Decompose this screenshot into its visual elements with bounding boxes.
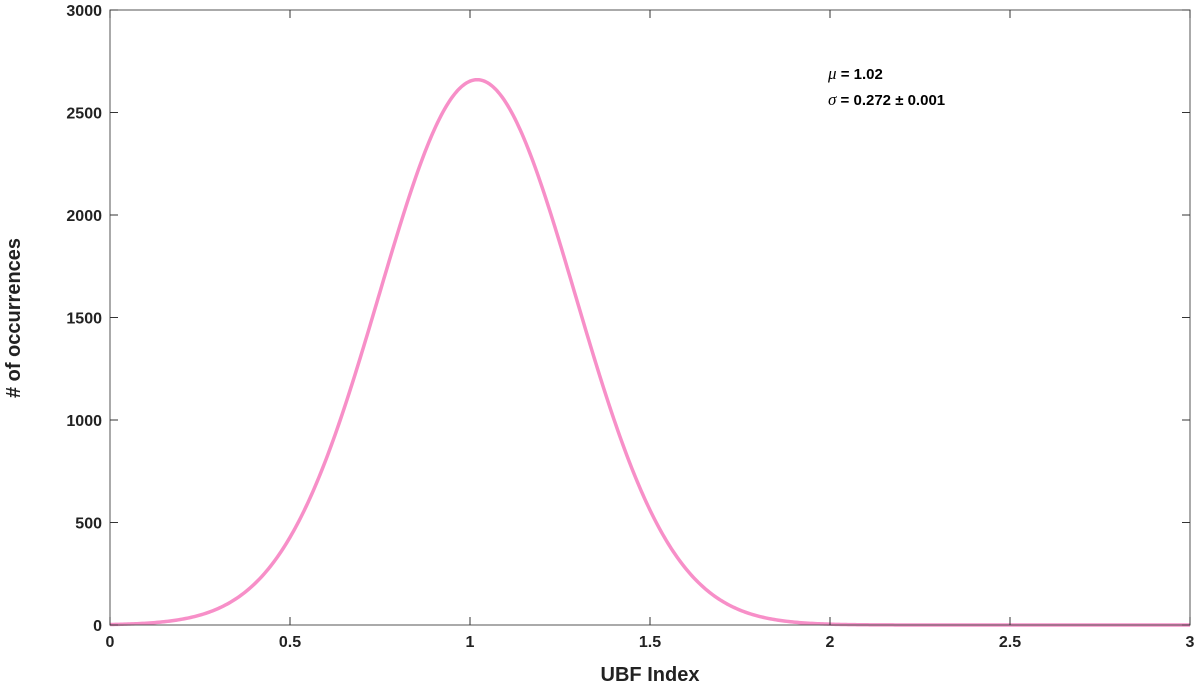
x-tick-label: 1: [466, 634, 475, 651]
y-tick-label: 1500: [66, 311, 102, 328]
y-tick-label: 2500: [66, 106, 102, 123]
x-tick-label: 0.5: [279, 634, 301, 651]
y-axis-ticks: 0 500 1000 1500 2000 2500 3000: [66, 3, 1190, 635]
x-axis-ticks: 0 0.5 1 1.5 2 2.5 3: [106, 10, 1195, 651]
plot-area: [110, 10, 1190, 625]
y-tick-label: 2000: [66, 208, 102, 225]
x-tick-label: 0: [106, 634, 115, 651]
mu-value: = 1.02: [837, 66, 883, 83]
x-axis-label: UBF Index: [601, 664, 700, 685]
x-tick-label: 3: [1186, 634, 1195, 651]
y-tick-label: 1000: [66, 413, 102, 430]
y-tick-label: 500: [75, 516, 102, 533]
y-axis-label: # of occurrences: [3, 238, 25, 398]
x-tick-label: 1.5: [639, 634, 661, 651]
y-tick-label: 0: [93, 618, 102, 635]
y-tick-label: 3000: [66, 3, 102, 20]
sigma-symbol: σ: [828, 90, 837, 109]
mu-annotation: μ = 1.02: [827, 64, 883, 83]
x-tick-label: 2: [826, 634, 835, 651]
sigma-annotation: σ = 0.272 ± 0.001: [828, 90, 945, 109]
sigma-value: = 0.272 ± 0.001: [836, 92, 945, 109]
mu-symbol: μ: [827, 64, 837, 83]
x-tick-label: 2.5: [999, 634, 1021, 651]
